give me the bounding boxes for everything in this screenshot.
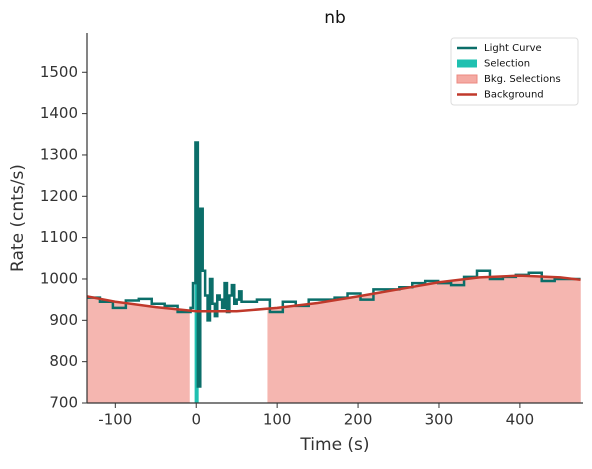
y-axis-label: Rate (cnts/s) bbox=[8, 164, 28, 272]
y-tick-label: 1000 bbox=[40, 269, 78, 287]
chart-title: nb bbox=[324, 8, 346, 28]
legend-box bbox=[450, 37, 579, 106]
legend-label: Background bbox=[484, 90, 544, 101]
y-tick-label: 1500 bbox=[40, 63, 78, 81]
x-tick-label: 400 bbox=[506, 411, 535, 429]
y-tick-label: 1400 bbox=[40, 104, 78, 122]
legend-label: Selection bbox=[484, 59, 530, 70]
x-tick-label: -100 bbox=[98, 411, 132, 429]
x-tick-label: 300 bbox=[425, 411, 454, 429]
y-tick-label: 1300 bbox=[40, 145, 78, 163]
y-tick-label: 800 bbox=[49, 352, 78, 370]
x-tick-label: 0 bbox=[191, 411, 201, 429]
y-tick-label: 1200 bbox=[40, 187, 78, 205]
y-tick-label: 900 bbox=[49, 311, 78, 329]
x-tick-label: 200 bbox=[344, 411, 373, 429]
light-curve bbox=[87, 141, 581, 388]
legend-swatch bbox=[456, 74, 478, 84]
y-tick-label: 1100 bbox=[40, 228, 78, 246]
y-tick-label: 700 bbox=[49, 394, 78, 412]
x-tick-label: 100 bbox=[263, 411, 292, 429]
legend-label: Light Curve bbox=[484, 43, 542, 54]
legend-swatch bbox=[457, 59, 477, 68]
legend-label: Bkg. Selections bbox=[484, 74, 561, 85]
background-line bbox=[87, 274, 581, 313]
x-axis-label: Time (s) bbox=[299, 435, 369, 455]
